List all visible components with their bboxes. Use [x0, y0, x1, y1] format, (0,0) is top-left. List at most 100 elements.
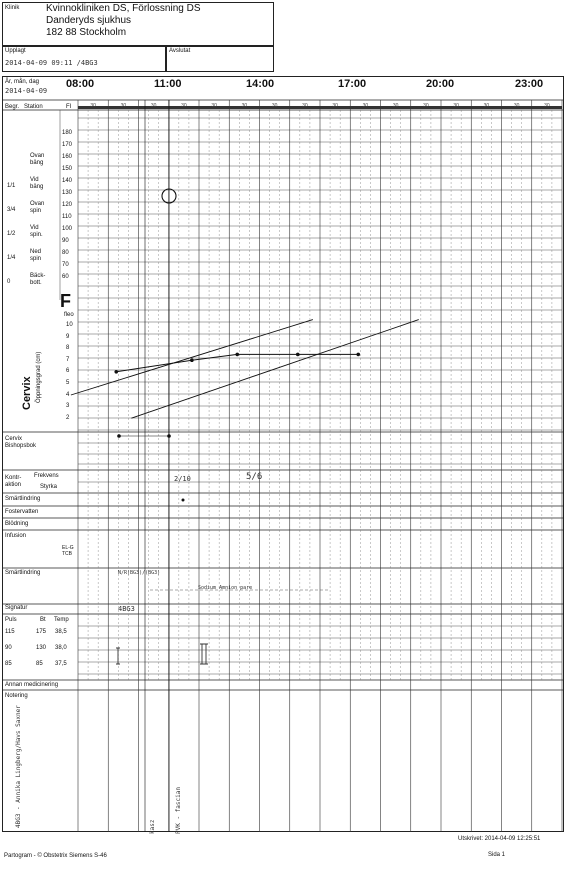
minute-tick-label: 30 — [121, 103, 127, 109]
avslutat-box — [166, 46, 274, 72]
minute-tick-label: 30 — [211, 103, 217, 109]
fhr-scale-label: 130 — [62, 190, 73, 196]
frekvens-label: Frekvens — [34, 473, 59, 479]
station-fraction: 1/4 — [7, 255, 16, 261]
printed-timestamp: Utskrivet: 2014-04-09 12:25:51 — [458, 836, 541, 842]
station-position: Ovan spin — [30, 201, 45, 214]
station-fraction: 1/1 — [7, 183, 16, 189]
smartlindring2-label: Smärtlindring — [5, 570, 41, 576]
minute-tick-label: 30 — [423, 103, 429, 109]
minute-tick-label: 30 — [151, 103, 157, 109]
fhr-scale-label: 100 — [62, 226, 73, 232]
smartlindring-entry-2: Sodium Amnion pare — [198, 585, 253, 591]
minute-tick-label: 30 — [242, 103, 248, 109]
page-number: Sida 1 — [488, 852, 506, 858]
minute-tick-label: 30 — [363, 103, 369, 109]
cervix-big-letter: F — [60, 291, 71, 311]
puls-label: Puls — [5, 617, 17, 623]
minute-tick-label: 30 — [302, 103, 308, 109]
vitals-mark — [200, 643, 208, 665]
cervix-data-point — [235, 352, 240, 357]
date-label: År, mån, dag — [5, 79, 40, 85]
upplagt-box — [2, 46, 166, 72]
cervix-reference-line — [131, 319, 419, 419]
vitals-scale-bt: 175 — [36, 629, 47, 635]
station-position: Bäck- bott. — [30, 273, 46, 286]
cervix-scale-label: 7 — [66, 356, 70, 363]
cervix-scale-label: 10 — [66, 322, 73, 328]
station-fraction: 3/4 — [7, 207, 16, 213]
smart-marker — [181, 498, 185, 502]
cervix-scale-label: 5 — [66, 380, 70, 386]
fi-label: FI — [66, 104, 72, 110]
partogram-frame — [2, 76, 564, 832]
hour-23: 23:00 — [515, 78, 544, 90]
hour-17: 17:00 — [338, 78, 367, 90]
fhr-scale-label: 80 — [62, 250, 69, 256]
cervix-bishop-label: Cervix Bishopsbok — [5, 436, 37, 449]
fostervatten-label: Fostervatten — [5, 509, 39, 515]
hour-14: 14:00 — [246, 78, 275, 90]
infusion-note: EL-G TCB — [62, 545, 74, 557]
fhr-scale-label: 120 — [62, 202, 73, 208]
cervix-scale-label: 8 — [66, 345, 70, 352]
hour-08: 08:00 — [66, 78, 95, 90]
station-label: Station — [24, 104, 43, 110]
avslutat-label: Avslutat — [169, 48, 191, 54]
bt-label: Bt — [40, 617, 46, 623]
upplagt-label: Upplagt — [5, 48, 26, 54]
cervix-axis-sub: Öppningsgrad (cm) — [36, 351, 42, 403]
station-position: Ned spin — [30, 249, 42, 262]
fhr-scale-label: 110 — [62, 214, 72, 220]
clinic-address: 182 88 Stockholm — [46, 27, 127, 38]
vitals-mark — [116, 647, 120, 665]
upplagt-value: 2014-04-09 09:11 /4BG3 — [5, 59, 98, 67]
minute-tick-label: 30 — [514, 103, 520, 109]
fhr-scale-label: 180 — [62, 130, 73, 136]
minute-tick-label: 30 — [453, 103, 459, 109]
smartlindring-label: Smärtlindring — [5, 496, 41, 502]
fhr-scale-label: 90 — [62, 238, 69, 244]
vitals-scale-temp: 37,5 — [55, 661, 67, 667]
infusion-label: Infusion — [5, 533, 27, 539]
vitals-scale-bt: 85 — [36, 661, 43, 667]
note-entry-1: 4BG3 - Annika Lingberg/Havs Saxner — [15, 705, 22, 828]
cervix-scale-label: 2 — [66, 414, 70, 421]
contraction-entry-2: 5/6 — [246, 472, 263, 482]
temp-label: Temp — [54, 617, 69, 623]
vitals-scale-temp: 38,5 — [55, 629, 67, 635]
cervix-fleo: fleo — [64, 312, 74, 318]
minute-tick-label: 30 — [90, 103, 96, 109]
note-entry-3: PVK - fascian — [175, 787, 182, 834]
station-fraction: 0 — [7, 279, 11, 285]
note-entry-2: kasz — [149, 819, 156, 834]
signatur-entry: 4BG3 — [118, 605, 135, 613]
minute-tick-label: 30 — [484, 103, 490, 109]
cervix-scale-label: 3 — [66, 403, 70, 410]
begr-label: Begr. — [5, 104, 20, 110]
clinic-hospital: Danderyds sjukhus — [46, 15, 132, 26]
hour-11: 11:00 — [154, 78, 182, 90]
fhr-scale-label: 140 — [62, 178, 73, 184]
cervix-data-point — [295, 352, 300, 357]
blodning-label: Blödning — [5, 521, 29, 527]
notering-label: Notering — [5, 693, 28, 699]
vitals-scale-puls: 115 — [5, 629, 15, 635]
cervix-scale-label: 6 — [66, 368, 70, 375]
fhr-scale-label: 160 — [62, 154, 73, 160]
clinic-name: Kvinnokliniken DS, Förlossning DS — [46, 3, 201, 14]
fhr-scale-label: 70 — [62, 262, 69, 268]
cervix-axis-label: Cervix — [21, 376, 33, 410]
header-box — [2, 2, 274, 46]
minute-tick-label: 30 — [272, 103, 278, 109]
fhr-scale-label: 170 — [62, 142, 73, 148]
hour-20: 20:00 — [426, 78, 455, 90]
vitals-scale-puls: 85 — [5, 661, 12, 667]
cervix-data-point — [190, 358, 194, 363]
cervix-scale-label: 9 — [66, 333, 70, 340]
station-position: Ovan bäng — [30, 153, 45, 166]
minute-tick-label: 30 — [332, 103, 338, 109]
styrka-label: Styrka — [40, 484, 58, 490]
minute-tick-label: 30 — [181, 103, 187, 109]
station-position: Vid bäng — [30, 177, 44, 190]
